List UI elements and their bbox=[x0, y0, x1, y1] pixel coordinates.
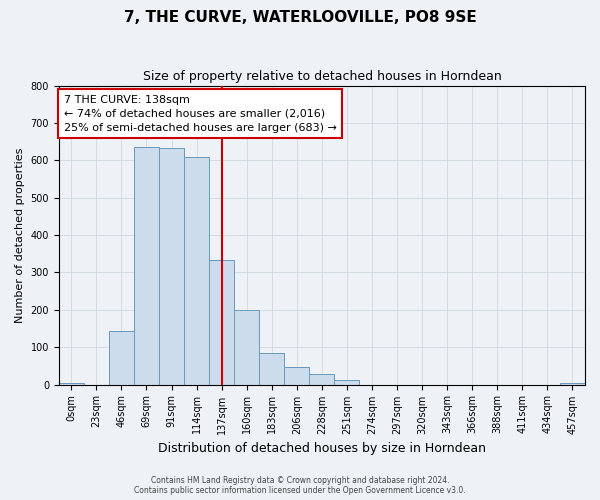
Y-axis label: Number of detached properties: Number of detached properties bbox=[15, 148, 25, 323]
Bar bbox=[109, 331, 134, 384]
Bar bbox=[134, 147, 159, 384]
Bar bbox=[310, 374, 334, 384]
Bar bbox=[259, 353, 284, 384]
Bar bbox=[334, 380, 359, 384]
Title: Size of property relative to detached houses in Horndean: Size of property relative to detached ho… bbox=[143, 70, 501, 83]
Bar bbox=[159, 148, 184, 384]
X-axis label: Distribution of detached houses by size in Horndean: Distribution of detached houses by size … bbox=[158, 442, 486, 455]
Bar bbox=[209, 260, 234, 384]
Bar bbox=[184, 156, 209, 384]
Text: 7 THE CURVE: 138sqm
← 74% of detached houses are smaller (2,016)
25% of semi-det: 7 THE CURVE: 138sqm ← 74% of detached ho… bbox=[64, 94, 337, 132]
Bar bbox=[284, 368, 310, 384]
Bar bbox=[560, 382, 585, 384]
Bar bbox=[234, 310, 259, 384]
Bar bbox=[59, 382, 84, 384]
Text: 7, THE CURVE, WATERLOOVILLE, PO8 9SE: 7, THE CURVE, WATERLOOVILLE, PO8 9SE bbox=[124, 10, 476, 25]
Text: Contains HM Land Registry data © Crown copyright and database right 2024.
Contai: Contains HM Land Registry data © Crown c… bbox=[134, 476, 466, 495]
